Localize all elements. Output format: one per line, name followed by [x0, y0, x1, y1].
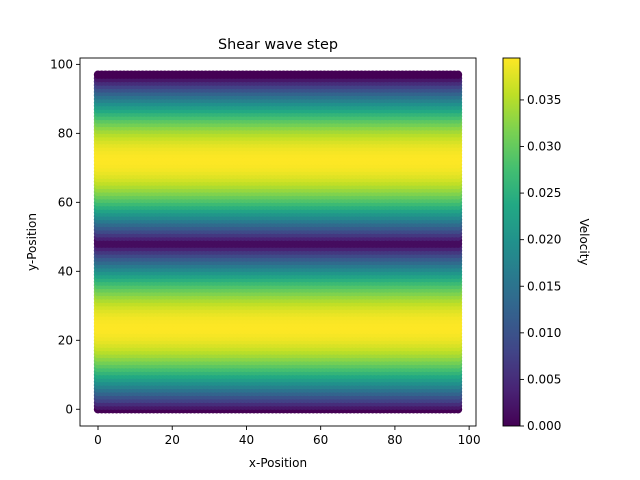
plot-area — [93, 70, 463, 414]
chart-title: Shear wave step — [218, 37, 338, 53]
scatter-points — [93, 70, 463, 414]
